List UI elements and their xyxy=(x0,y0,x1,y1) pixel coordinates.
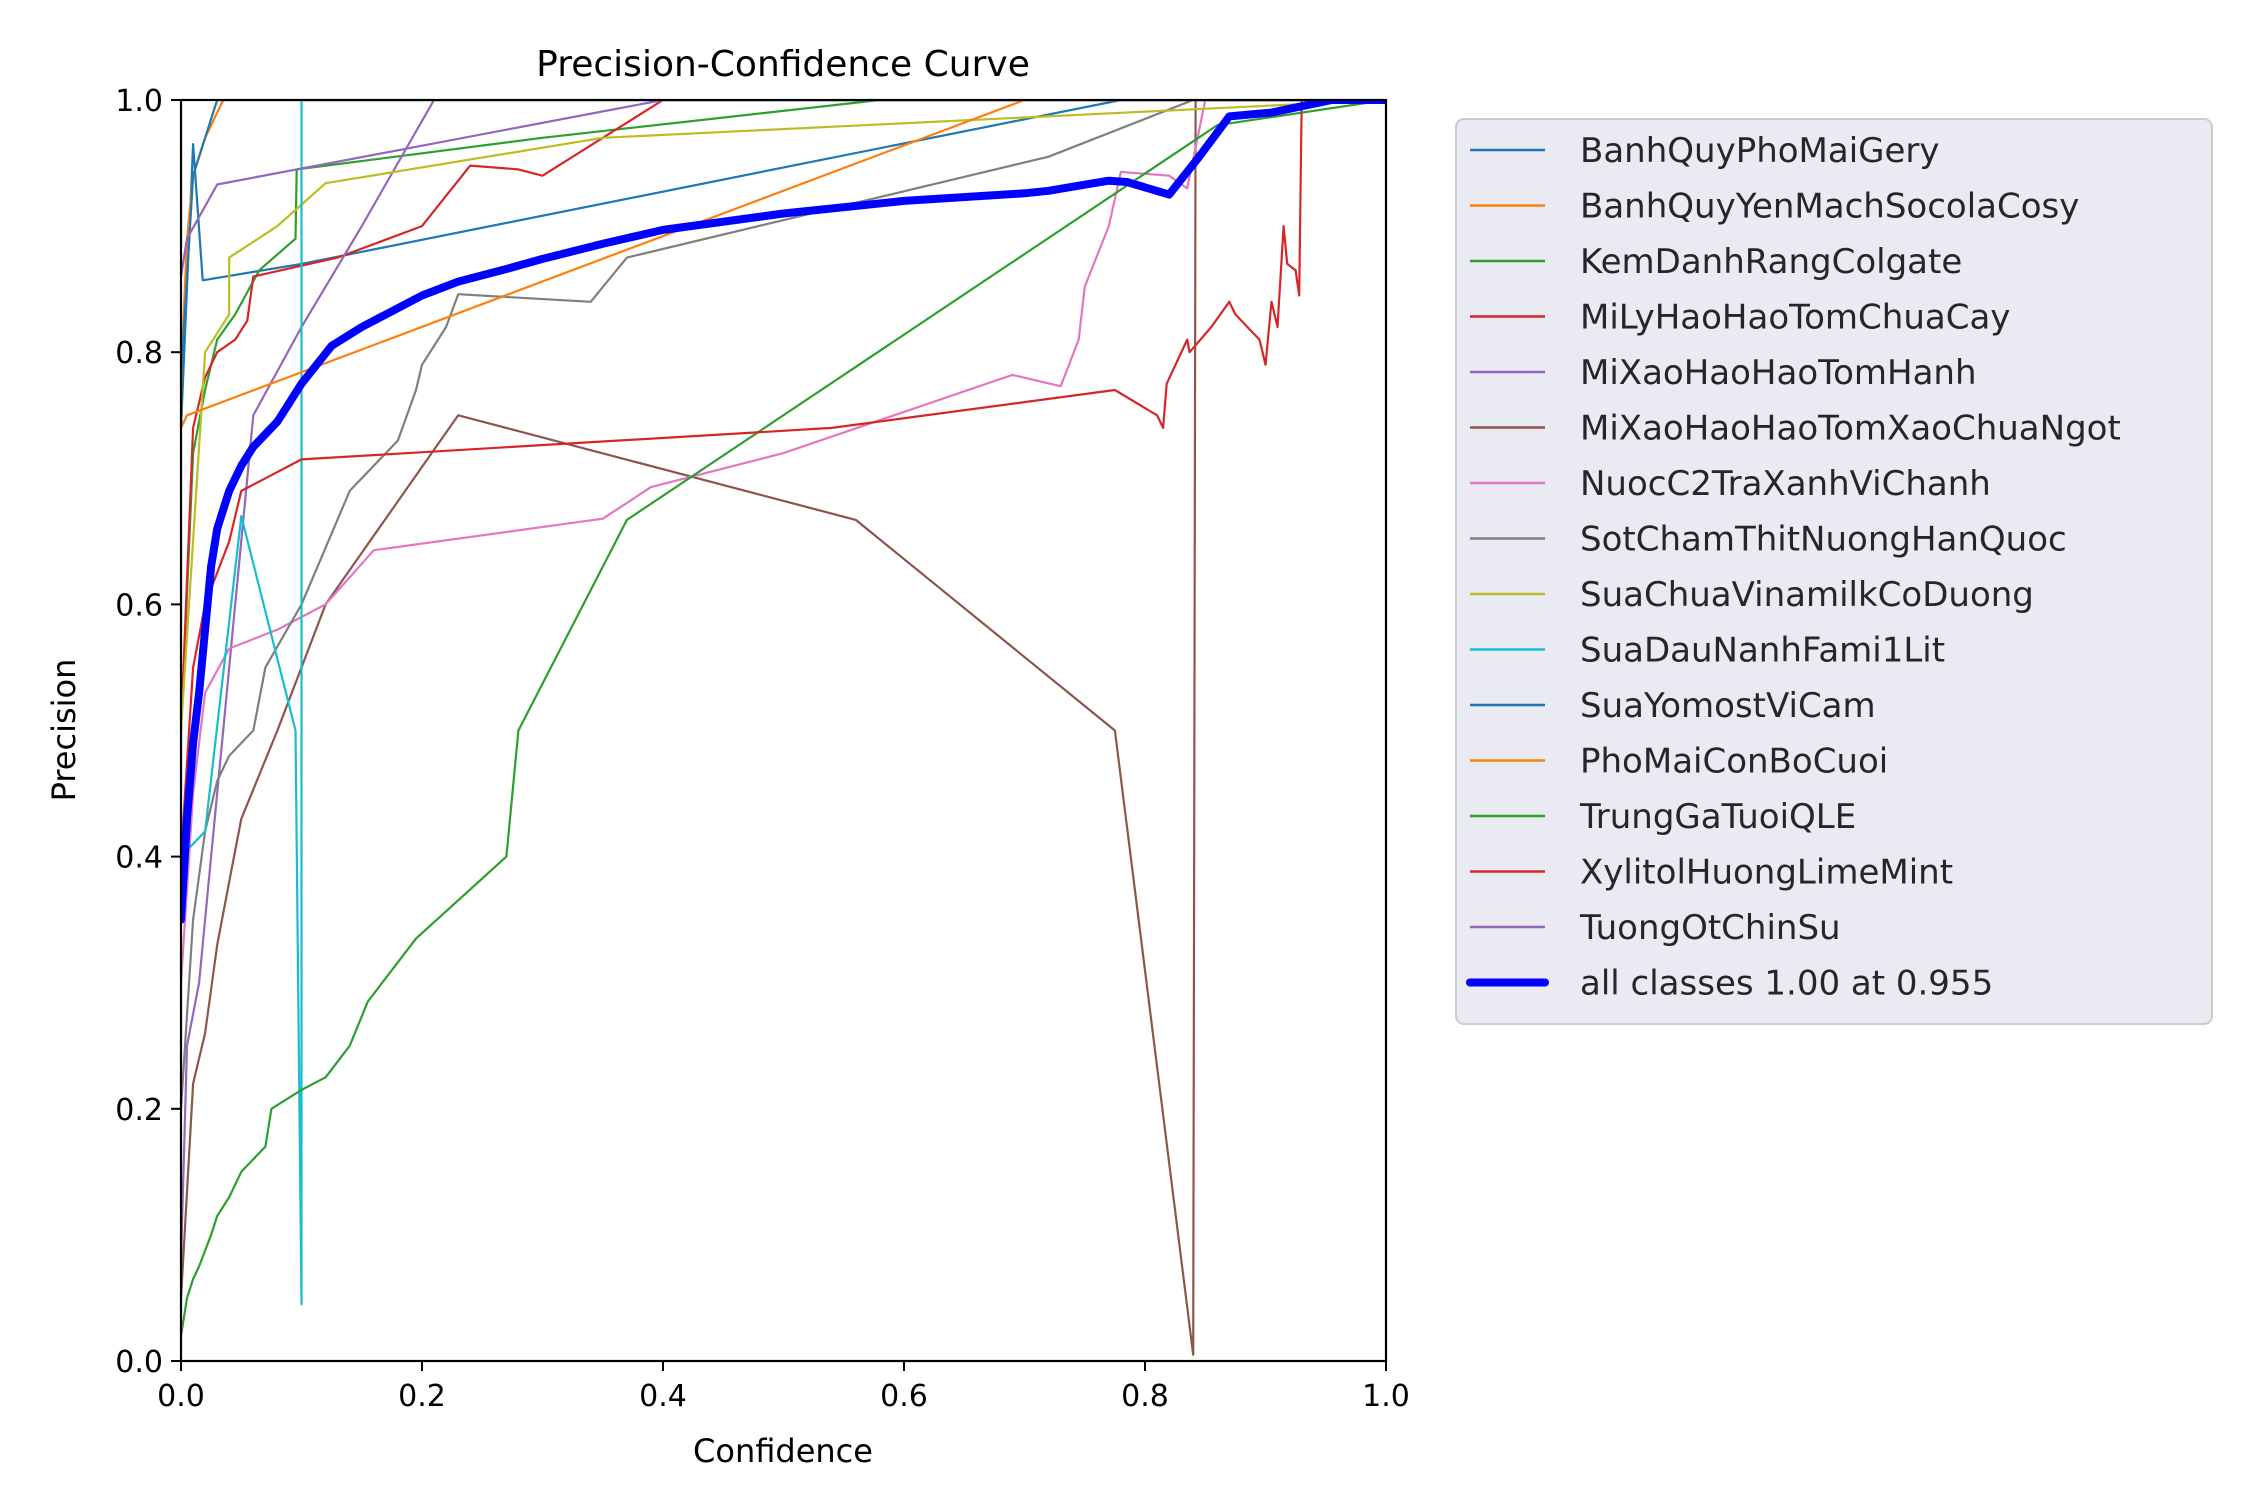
series-line-suachuavinamilkcoduong xyxy=(181,100,1386,732)
x-tick-label: 1.0 xyxy=(1362,1379,1410,1414)
legend-items: BanhQuyPhoMaiGery BanhQuyYenMachSocolaCos… xyxy=(1466,131,2121,1004)
chart-title: Precision-Confidence Curve xyxy=(536,44,1030,85)
legend-label: KemDanhRangColgate xyxy=(1580,242,1962,282)
legend: BanhQuyPhoMaiGery BanhQuyYenMachSocolaCos… xyxy=(1455,118,2213,1025)
series-layer xyxy=(181,100,1386,1356)
series-line-suayomostvicam xyxy=(181,100,1386,379)
legend-label: BanhQuyYenMachSocolaCosy xyxy=(1580,187,2079,227)
legend-label: SuaDauNanhFami1Lit xyxy=(1580,631,1945,671)
series-line-xylitolhuonglimemint xyxy=(181,100,1386,858)
series-line-milyhaohaotomchuacay xyxy=(181,100,1386,732)
series-line-phomaiconbocuoi xyxy=(181,100,1386,429)
legend-label: XylitolHuongLimeMint xyxy=(1580,853,1953,893)
series-line-banhquyyenmachsocolacosy xyxy=(181,100,1386,379)
series-line-mixaohaohaotomhanh xyxy=(181,100,1386,1262)
legend-label: all classes 1.00 at 0.955 xyxy=(1580,964,1993,1004)
series-line-nuocc2traxanhvichanh xyxy=(181,100,1386,984)
plot-frame xyxy=(179,98,1388,1363)
series-line-tuongotchinsu xyxy=(181,100,1386,278)
y-tick-label: 0.0 xyxy=(115,1345,163,1380)
legend-box xyxy=(1455,118,2213,1025)
series-line-sotchamthitnuonghanquoc xyxy=(181,100,1386,1110)
legend-label: SotChamThitNuongHanQuoc xyxy=(1580,520,2067,560)
legend-label: MiXaoHaoHaoTomHanh xyxy=(1580,353,1977,393)
x-tick-label: 0.8 xyxy=(1121,1379,1169,1414)
x-tick-label: 0.6 xyxy=(880,1379,928,1414)
axis-ticks: 0.0 0.2 0.4 0.6 0.8 1.0 0.0 0.2 0.4 0.6 0.8 1.0 xyxy=(115,84,1410,1414)
legend-label: MiXaoHaoHaoTomXaoChuaNgot xyxy=(1580,409,2121,449)
y-tick-label: 0.4 xyxy=(115,841,163,876)
legend-label: BanhQuyPhoMaiGery xyxy=(1580,131,1940,171)
y-tick-label: 0.8 xyxy=(115,336,163,371)
legend-label: SuaYomostViCam xyxy=(1580,686,1876,726)
series-line-all-classes-1-00-at-0-955 xyxy=(181,100,1386,924)
legend-label: SuaChuaVinamilkCoDuong xyxy=(1580,575,2034,615)
x-tick-label: 0.2 xyxy=(398,1379,446,1414)
y-tick-label: 0.6 xyxy=(115,588,163,623)
y-axis-title: Precision xyxy=(45,659,83,802)
legend-label: PhoMaiConBoCuoi xyxy=(1580,742,1888,782)
legend-label: MiLyHaoHaoTomChuaCay xyxy=(1580,298,2010,338)
x-tick-label: 0.4 xyxy=(639,1379,687,1414)
series-line-trunggatuoiqle xyxy=(181,100,1386,1337)
y-tick-label: 1.0 xyxy=(115,84,163,119)
x-tick-label: 0.0 xyxy=(157,1379,205,1414)
legend-label: TrungGaTuoiQLE xyxy=(1579,797,1856,837)
series-line-mixaohaohaotomxaochuangot xyxy=(181,100,1386,1356)
y-tick-label: 0.2 xyxy=(115,1093,163,1128)
series-line-suadaunanhfami1lit xyxy=(181,100,1386,1306)
x-axis-title: Confidence xyxy=(693,1432,873,1470)
legend-label: NuocC2TraXanhViChanh xyxy=(1580,464,1991,504)
legend-label: TuongOtChinSu xyxy=(1579,908,1841,948)
